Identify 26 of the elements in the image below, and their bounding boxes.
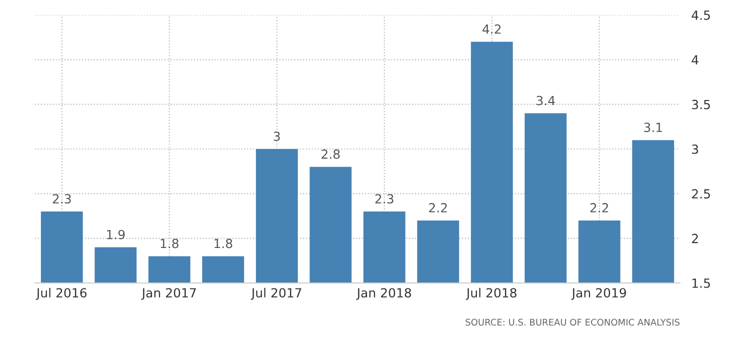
y-tick-label: 2 (692, 234, 698, 244)
y-tick-label: 3.5 (692, 100, 710, 110)
data-label: 2.2 (429, 203, 447, 212)
source-note: SOURCE: U.S. BUREAU OF ECONOMIC ANALYSIS (466, 318, 680, 326)
data-label: 2.3 (52, 194, 71, 204)
x-tick-label: Jan 2019 (571, 288, 626, 300)
x-tick-label: Jul 2016 (36, 288, 87, 300)
x-tick-label: Jan 2018 (356, 288, 412, 300)
data-label: 1.9 (107, 230, 125, 240)
x-tick-label: Jul 2018 (466, 288, 516, 300)
y-tick-label: 1.5 (692, 278, 710, 288)
data-label: 2.2 (590, 203, 608, 212)
y-tick-label: 3 (692, 144, 698, 154)
data-label: 1.8 (214, 238, 232, 248)
y-tick-label: 4 (692, 55, 698, 64)
data-label: 3.1 (644, 122, 662, 132)
x-tick-label: Jan 2017 (141, 288, 196, 300)
y-tick-label: 4.5 (692, 10, 710, 20)
data-label: 4.2 (482, 24, 501, 34)
data-label: 1.8 (160, 238, 178, 248)
data-label: 3 (274, 132, 280, 142)
data-label: 3.4 (536, 96, 555, 106)
y-tick-label: 2.5 (692, 189, 710, 199)
data-label: 2.3 (375, 194, 394, 204)
x-tick-label: Jul 2017 (250, 288, 302, 300)
data-label: 2.8 (322, 149, 340, 159)
